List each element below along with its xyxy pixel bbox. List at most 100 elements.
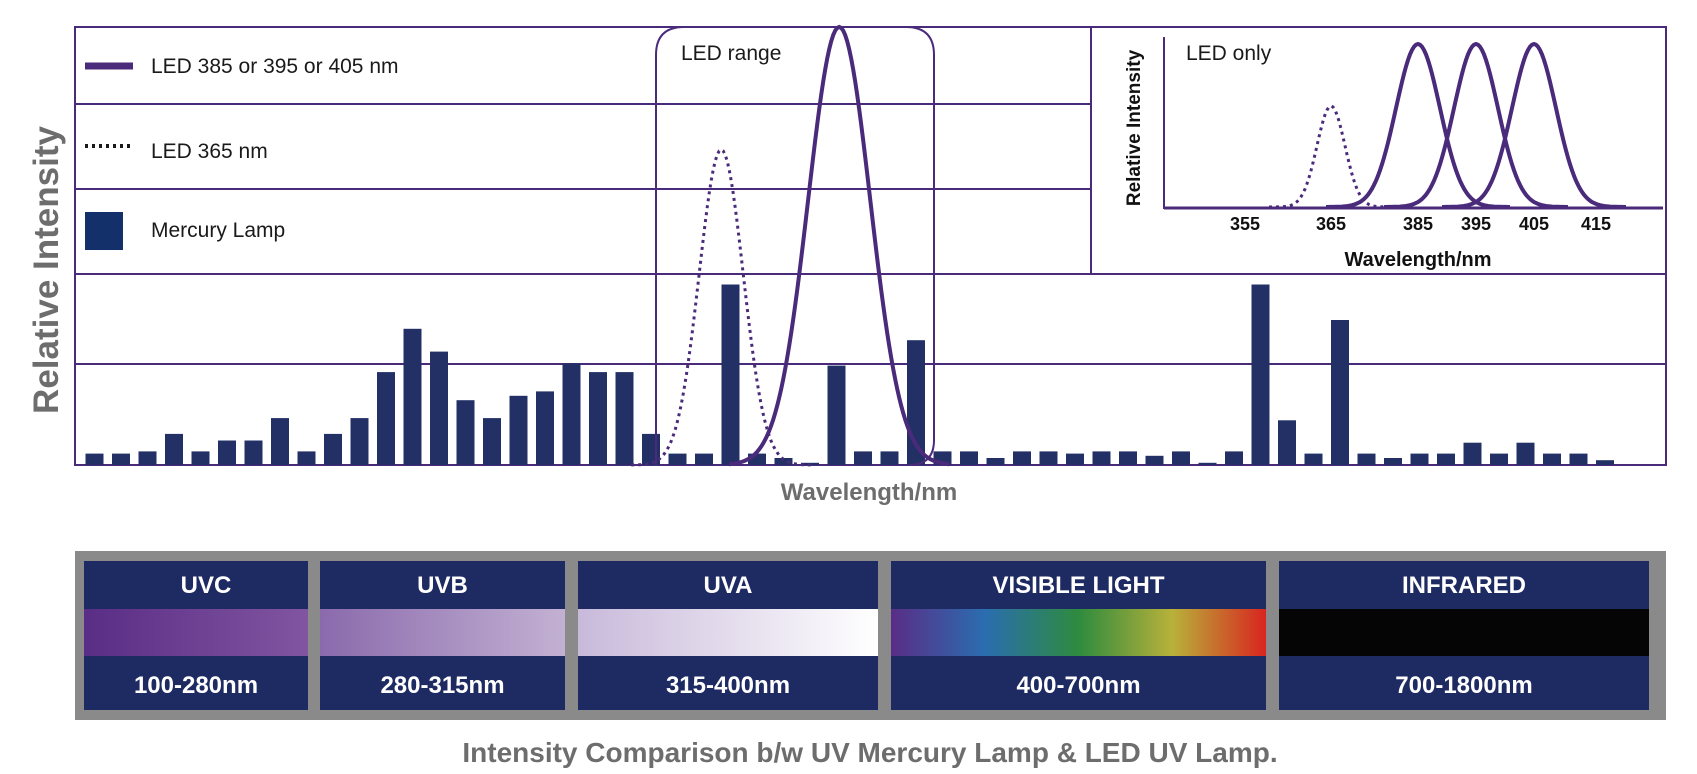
mercury-bar (1278, 420, 1296, 465)
band-name: UVA (704, 572, 753, 599)
mercury-bar (324, 433, 342, 465)
inset-tick-label: 355 (1230, 214, 1260, 234)
mercury-bar (112, 453, 130, 465)
inset-y-axis-title: Relative Intensity (1124, 49, 1145, 206)
mercury-bar (1092, 451, 1111, 465)
mercury-bar (1596, 460, 1614, 465)
mercury-bar (1198, 462, 1217, 465)
inset-curve-365 (1269, 104, 1393, 209)
mercury-bar (1516, 442, 1535, 465)
mercury-bar (589, 372, 607, 465)
mercury-bar (403, 328, 422, 465)
mercury-bar (244, 440, 263, 465)
band-range: 315-400nm (666, 672, 790, 699)
band-gradient (320, 609, 565, 656)
led-range-outline (655, 26, 935, 466)
mercury-bar (377, 372, 395, 465)
mercury-bar (430, 351, 448, 465)
mercury-bar (695, 453, 713, 465)
plot-border (74, 26, 1667, 466)
mercury-bar (1410, 453, 1429, 465)
band-gradient (578, 609, 878, 656)
mercury-bar (165, 433, 183, 465)
inset-ticks: 355 365 385 395 405 415 (1230, 214, 1611, 234)
mercury-bars (85, 284, 1614, 465)
mercury-bar (668, 453, 687, 465)
mercury-bar (85, 453, 104, 465)
band-gradient (1279, 609, 1649, 656)
inset-curve-395 (1384, 41, 1568, 209)
mercury-bar (509, 395, 528, 465)
led-365-curve (631, 147, 812, 467)
mercury-bar (1013, 451, 1031, 465)
figure-caption: Intensity Comparison b/w UV Mercury Lamp… (462, 737, 1277, 768)
mercury-bar (562, 363, 581, 465)
mercury-bar (138, 451, 157, 465)
mercury-bar (615, 372, 634, 465)
legend: LED 385 or 395 or 405 nm LED 365 nm Merc… (85, 55, 399, 250)
band-gradient (84, 609, 308, 656)
mercury-bar (960, 451, 978, 465)
led-range-label: LED range (681, 42, 781, 65)
mercury-bar (1251, 284, 1270, 465)
mercury-bar (271, 418, 289, 465)
band-range: 700-1800nm (1395, 672, 1532, 699)
mercury-bar (1172, 451, 1190, 465)
legend-label-mercury: Mercury Lamp (151, 219, 285, 242)
led-curves (631, 24, 950, 467)
x-axis-title: Wavelength/nm (781, 479, 957, 506)
inset-tick-label: 395 (1461, 214, 1491, 234)
mercury-bar (1331, 320, 1349, 465)
mercury-bar (1039, 451, 1058, 465)
band-range: 400-700nm (1016, 672, 1140, 699)
band-name: UVB (417, 572, 468, 599)
mercury-bar (297, 451, 316, 465)
mercury-bar (986, 458, 1005, 465)
mercury-bar (1463, 442, 1482, 465)
inset-chart: Relative Intensity LED only 355 365 385 395… (1124, 37, 1663, 271)
inset-tick-label: 365 (1316, 214, 1346, 234)
mercury-bar (350, 418, 369, 465)
band-name: VISIBLE LIGHT (992, 572, 1164, 599)
mercury-bar (1145, 455, 1164, 465)
inset-tick-label: 415 (1581, 214, 1611, 234)
mercury-bar (642, 433, 660, 465)
inset-title: LED only (1186, 42, 1272, 65)
mercury-bar (1569, 453, 1588, 465)
inset-curve-385 (1326, 41, 1510, 209)
mercury-bar (1066, 453, 1084, 465)
mercury-bar (854, 451, 872, 465)
mercury-bar (483, 418, 501, 465)
legend-swatch-mercury (85, 212, 123, 250)
spectrum-band-strip: UVC 100-280nm UVB 280-315nm UVA 315-400nm VISI… (75, 551, 1666, 720)
mercury-bar (774, 458, 793, 465)
led-range-box: LED range (655, 26, 935, 466)
band-name: UVC (181, 572, 232, 599)
mercury-bar (1437, 453, 1455, 465)
mercury-bar (456, 400, 475, 465)
mercury-bar (1119, 451, 1137, 465)
band-gradient (891, 609, 1266, 656)
mercury-bar (1225, 451, 1243, 465)
inset-curves (1269, 41, 1626, 209)
band-name: INFRARED (1402, 572, 1526, 599)
mercury-bar (1357, 453, 1376, 465)
mercury-bar (827, 365, 846, 465)
inset-tick-label: 385 (1403, 214, 1433, 234)
led-385-395-405-curve (729, 24, 950, 467)
mercury-bar (1490, 453, 1508, 465)
legend-label-led365: LED 365 nm (151, 140, 268, 163)
plot-frame (74, 26, 1667, 466)
mercury-bar (880, 451, 899, 465)
mercury-bar (1384, 458, 1402, 465)
mercury-bar (721, 284, 740, 465)
band-range: 280-315nm (380, 672, 504, 699)
mercury-bar (218, 440, 236, 465)
inset-tick-label: 405 (1519, 214, 1549, 234)
band-range: 100-280nm (134, 672, 258, 699)
mercury-bar (748, 453, 766, 465)
inset-x-axis-title: Wavelength/nm (1344, 249, 1491, 271)
mercury-bar (191, 451, 210, 465)
mercury-bar (536, 391, 554, 465)
